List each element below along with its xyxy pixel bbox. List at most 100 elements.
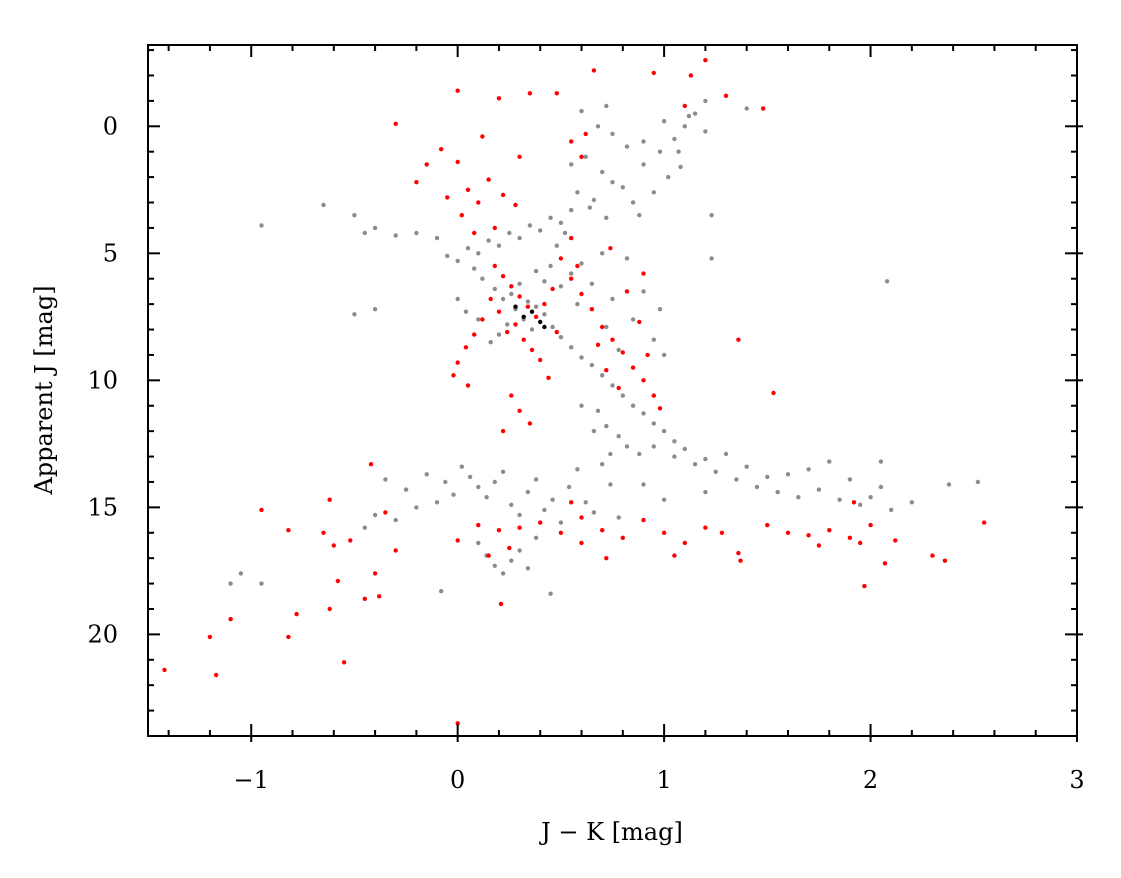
- data-point-s1-42: [538, 357, 543, 363]
- data-point-s0-69: [608, 451, 613, 457]
- data-point-s1-103: [496, 528, 502, 533]
- data-point-s1-111: [661, 530, 667, 535]
- data-point-s0-91: [616, 347, 621, 353]
- data-point-s1-62: [616, 385, 621, 391]
- data-point-s0-107: [517, 512, 522, 518]
- data-point-s1-54: [600, 324, 605, 330]
- data-point-s1-93: [259, 507, 264, 513]
- data-point-s1-108: [600, 528, 605, 533]
- data-point-s0-172: [709, 256, 714, 261]
- data-point-s1-84: [286, 634, 291, 640]
- data-point-s1-72: [500, 428, 506, 434]
- data-point-s0-106: [509, 502, 514, 507]
- data-point-s0-166: [878, 459, 884, 464]
- data-point-s1-61: [637, 319, 642, 325]
- data-point-s0-160: [847, 477, 853, 482]
- data-point-s1-139: [672, 553, 677, 558]
- data-point-s0-171: [709, 213, 714, 218]
- data-point-s1-105: [538, 520, 543, 525]
- data-point-s0-25: [517, 235, 522, 241]
- data-point-s0-56: [620, 393, 625, 398]
- data-point-s0-124: [414, 505, 419, 510]
- data-point-s1-11: [682, 103, 687, 109]
- data-point-s1-55: [610, 337, 615, 342]
- data-point-s1-113: [703, 525, 708, 530]
- data-point-s0-37: [362, 230, 367, 236]
- data-point-s1-52: [579, 291, 584, 297]
- data-point-s1-48: [455, 360, 460, 365]
- data-point-s1-9: [723, 93, 729, 99]
- data-point-s0-75: [496, 332, 502, 337]
- data-point-s0-38: [321, 202, 326, 208]
- data-point-s0-167: [703, 489, 708, 495]
- data-point-s0-135: [517, 548, 522, 553]
- data-point-s1-56: [620, 350, 625, 355]
- data-point-s1-123: [882, 561, 888, 566]
- data-point-s0-123: [424, 472, 429, 477]
- data-point-s0-96: [542, 279, 547, 284]
- data-point-s0-187: [641, 139, 646, 144]
- data-point-s1-8: [703, 58, 708, 63]
- data-point-s1-73: [527, 421, 533, 426]
- data-point-s0-134: [509, 558, 514, 563]
- data-point-s0-188: [678, 164, 683, 170]
- data-point-s0-34: [414, 230, 419, 236]
- data-point-s0-169: [641, 482, 646, 487]
- data-point-s0-128: [372, 512, 378, 518]
- data-point-s0-130: [476, 540, 481, 546]
- data-point-s0-121: [443, 479, 448, 485]
- data-point-s1-136: [604, 556, 609, 561]
- data-point-s0-113: [566, 484, 572, 490]
- data-point-s1-26: [472, 230, 477, 236]
- data-point-s0-68: [591, 428, 597, 434]
- data-point-s1-13: [569, 139, 574, 144]
- data-point-s1-99: [368, 462, 374, 467]
- data-point-s1-10: [761, 106, 766, 111]
- data-point-s0-127: [383, 477, 388, 482]
- data-point-s0-53: [589, 362, 595, 368]
- data-point-s0-59: [651, 421, 656, 426]
- data-point-s0-116: [591, 510, 597, 515]
- data-point-s0-21: [558, 220, 564, 225]
- data-point-s0-146: [775, 489, 780, 495]
- data-point-s1-29: [513, 202, 518, 208]
- data-point-s1-119: [827, 528, 832, 533]
- data-point-s0-52: [579, 355, 584, 360]
- data-point-s0-33: [434, 235, 440, 241]
- data-point-s2-3: [538, 319, 543, 325]
- data-point-s1-92: [393, 548, 398, 553]
- data-point-s0-89: [657, 307, 663, 312]
- data-point-s1-1: [455, 88, 460, 93]
- data-point-s1-27: [500, 192, 506, 198]
- data-point-s0-161: [868, 495, 873, 500]
- data-point-s1-23: [486, 177, 491, 182]
- data-point-s0-115: [583, 500, 588, 505]
- data-point-s0-63: [604, 423, 609, 429]
- data-point-s1-112: [682, 540, 687, 546]
- data-point-s0-26: [507, 230, 512, 236]
- data-point-s1-75: [608, 246, 613, 251]
- data-point-s1-68: [554, 329, 559, 335]
- data-point-s1-36: [542, 301, 547, 307]
- data-point-s1-124: [893, 538, 898, 543]
- data-point-s0-42: [480, 276, 485, 281]
- data-point-s0-173: [604, 103, 609, 109]
- data-point-s1-77: [736, 337, 741, 342]
- data-point-s1-32: [509, 284, 514, 289]
- data-point-s0-76: [488, 340, 493, 345]
- data-point-s0-184: [610, 131, 615, 137]
- data-point-s1-41: [529, 347, 535, 353]
- data-point-s0-168: [661, 497, 667, 502]
- data-point-s1-3: [527, 91, 533, 96]
- data-point-s0-174: [744, 106, 749, 111]
- ticks-layer: −1 0 1 2 3 0 5 10 15 20: [87, 45, 1085, 794]
- data-point-s0-147: [796, 495, 801, 500]
- data-point-s1-102: [476, 522, 481, 528]
- data-point-s0-29: [476, 251, 481, 256]
- data-point-s1-83: [228, 616, 233, 622]
- data-point-s0-175: [228, 581, 233, 586]
- data-point-s1-49: [451, 373, 456, 378]
- data-point-s0-62: [595, 408, 601, 413]
- data-point-s0-164: [946, 482, 952, 487]
- data-point-s0-129: [362, 525, 367, 530]
